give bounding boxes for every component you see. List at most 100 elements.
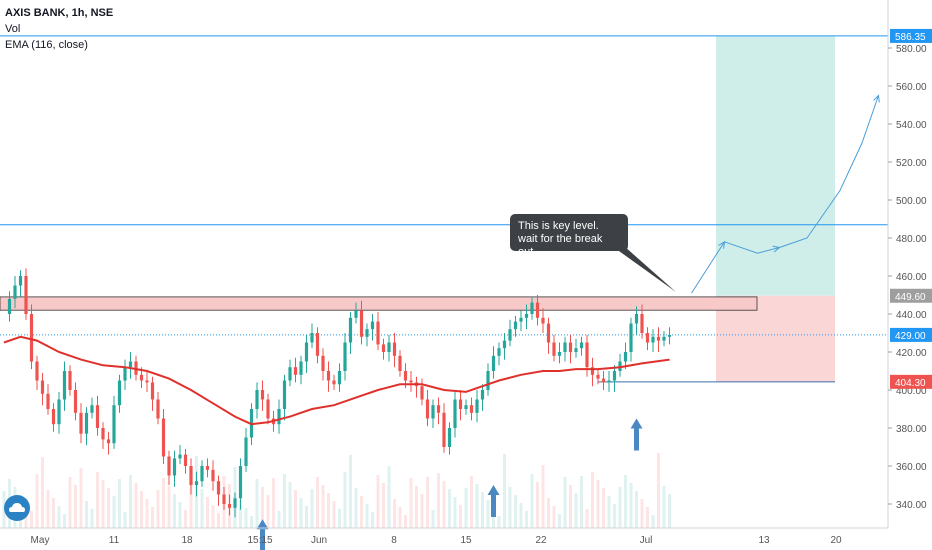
candle-body-117 [645,333,650,343]
cloud-icon [9,503,25,512]
volume-bar-66 [365,504,369,528]
y-tick-label-9: 520.00 [896,158,927,169]
volume-bar-62 [343,472,347,528]
volume-bar-14 [79,468,83,528]
volume-bar-5 [30,511,33,528]
y-tick-label-7: 480.00 [896,234,927,245]
candle-body-93 [513,321,518,330]
x-tick-label-5: 8 [391,535,397,546]
x-tick-label-9: 13 [758,535,770,546]
candle-body-99 [546,323,551,343]
candle-body-110 [607,380,611,383]
volume-bar-37 [206,497,209,528]
candle-body-80 [442,412,446,447]
volume-bar-36 [200,489,204,528]
candle-body-12 [68,371,72,390]
volume-bar-99 [547,498,550,528]
candle-body-54 [299,361,303,375]
candle-body-108 [596,374,600,379]
candle-body-18 [101,428,105,440]
volume-bar-93 [514,495,517,528]
volume-bar-119 [657,453,660,528]
x-tick-label-8: Jul [640,535,653,546]
volume-bar-92 [508,487,512,528]
candle-body-66 [365,329,369,337]
volume-bar-116 [640,499,644,528]
x-tick-label-3: 15:15 [247,535,272,546]
ema-line [3,335,670,426]
volume-bar-79 [437,473,440,528]
candle-body-85 [469,405,474,413]
volume-bar-47 [261,487,264,528]
candle-body-91 [502,340,507,349]
candle-body-19 [106,439,111,444]
candle-body-51 [282,380,287,409]
volume-bar-114 [629,483,633,528]
price-badge-1 [890,288,932,303]
candle-body-31 [172,458,177,476]
candle-body-62 [343,342,347,371]
volume-bar-107 [591,472,594,528]
tradingview-logo[interactable] [4,495,30,521]
volume-bar-48 [266,495,270,528]
volume-bar-22 [123,512,127,528]
candle-body-102 [563,342,567,352]
candle-body-74 [409,380,413,383]
volume-bar-64 [354,488,358,528]
candle-body-59 [326,371,331,381]
candle-body-100 [552,342,556,356]
candle-body-77 [425,399,430,419]
volume-bar-82 [453,497,457,528]
volume-bar-50 [277,511,281,528]
volume-bar-25 [140,491,143,528]
candle-body-60 [332,380,336,385]
candle-body-98 [541,317,545,324]
volume-bar-6 [35,474,39,528]
volume-bar-105 [580,476,583,528]
candle-body-116 [640,314,644,333]
up-arrow-head-1 [487,485,500,495]
candle-body-34 [189,466,193,485]
volume-bar-17 [96,472,99,528]
key-level-callout[interactable]: This is key level. wait for the break ou… [510,214,628,258]
candle-body-47 [260,390,265,400]
volume-bar-15 [85,501,88,528]
volume-bar-43 [239,500,242,528]
candle-body-27 [150,382,155,400]
volume-bar-10 [57,506,61,528]
volume-bar-86 [475,484,479,528]
volume-bar-52 [288,482,292,528]
candle-body-120 [662,336,666,341]
candle-body-38 [211,469,215,482]
candle-body-10 [57,399,61,425]
candle-body-64 [354,310,358,318]
x-tick-label-4: Jun [311,535,327,546]
volume-bar-88 [486,500,490,528]
volume-bar-45 [250,516,253,528]
up-arrow-shaft-1 [491,495,496,517]
volume-bar-95 [525,511,528,528]
candle-body-79 [436,405,441,413]
volume-bar-18 [101,480,105,528]
x-tick-label-0: May [31,535,50,546]
volume-bar-120 [662,486,666,528]
key-level-zone [0,296,758,311]
y-tick-label-11: 560.00 [896,82,927,93]
forecast-arrowhead-2 [873,94,880,103]
volume-bar-51 [283,474,286,528]
candle-body-87 [480,390,485,400]
candle-body-42 [233,498,237,508]
volume-bar-23 [129,475,132,528]
up-arrow-shaft-0 [260,529,265,550]
candle-body-118 [651,336,655,343]
volume-bar-26 [145,499,149,528]
volume-bar-78 [431,510,435,528]
volume-bar-33 [184,510,187,528]
volume-bar-44 [244,508,248,528]
volume-bar-32 [178,502,182,528]
candle-body-40 [222,494,226,504]
volume-bar-30 [167,486,171,528]
candle-body-58 [321,355,325,371]
volume-bar-21 [118,479,121,528]
